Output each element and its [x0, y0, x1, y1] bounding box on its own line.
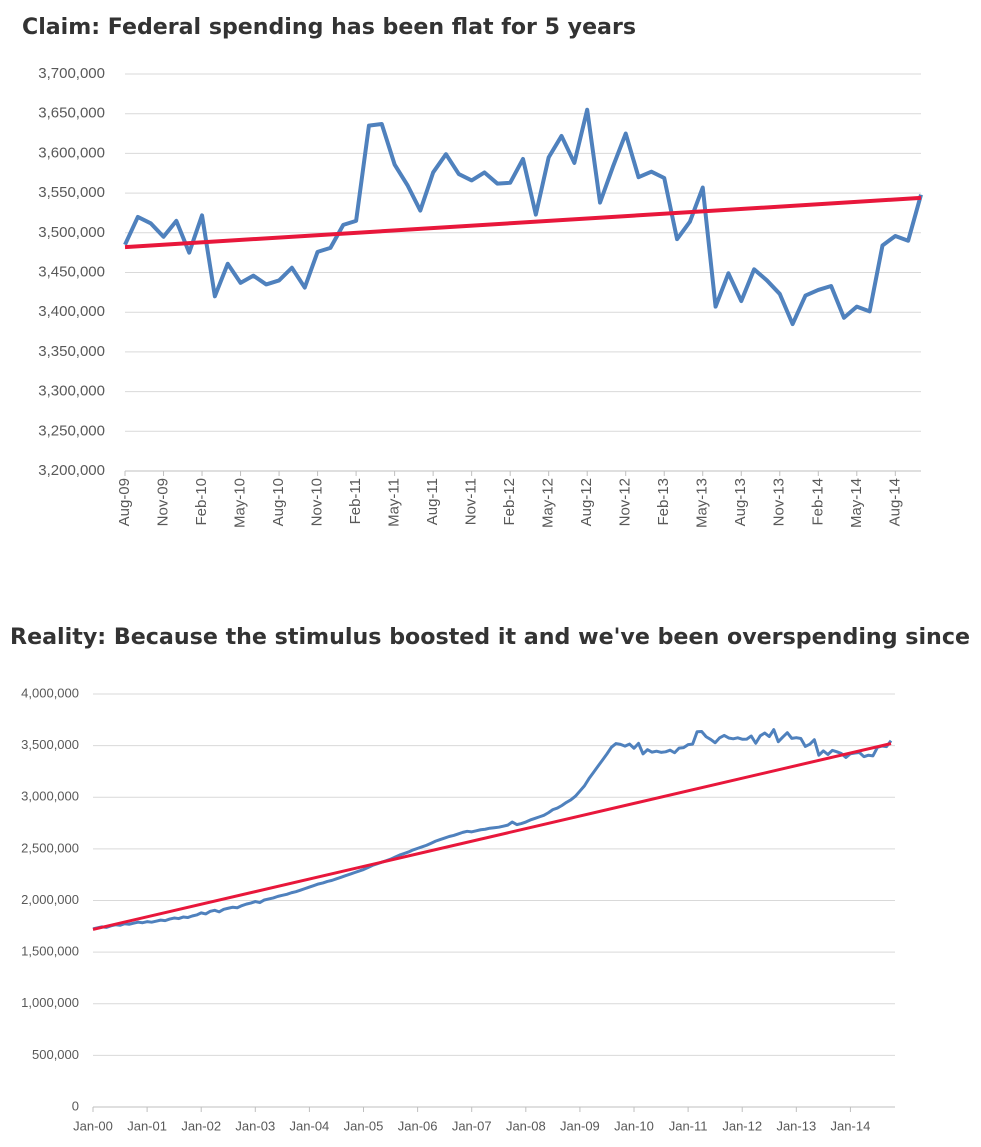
x-tick-label: Jan-11 — [669, 1118, 708, 1133]
y-tick-label: 3,650,000 — [38, 105, 105, 122]
x-tick-label: Jan-09 — [560, 1118, 600, 1133]
y-tick-label: 1,000,000 — [21, 995, 79, 1010]
y-tick-label: 3,200,000 — [38, 462, 105, 479]
x-tick-label: Feb-10 — [193, 478, 210, 526]
y-tick-label: 3,500,000 — [38, 224, 105, 241]
x-tick-label: Jan-13 — [776, 1118, 816, 1133]
x-tick-label: Feb-11 — [347, 478, 364, 524]
y-tick-label: 3,250,000 — [38, 422, 105, 439]
x-tick-label: Jan-02 — [181, 1118, 221, 1133]
x-tick-label: Feb-14 — [809, 478, 826, 526]
x-tick-label: Feb-12 — [501, 478, 518, 526]
x-tick-label: Nov-13 — [771, 478, 788, 526]
y-tick-label: 3,600,000 — [38, 144, 105, 161]
y-tick-label: 3,400,000 — [38, 303, 105, 320]
x-tick-label: May-10 — [232, 478, 249, 528]
x-tick-label: Jan-05 — [344, 1118, 384, 1133]
x-tick-label: Jan-03 — [235, 1118, 275, 1133]
chart-title: Reality: Because the stimulus boosted it… — [10, 625, 970, 650]
trend-line — [92, 742, 892, 931]
y-tick-label: 3,450,000 — [38, 263, 105, 280]
y-tick-label: 500,000 — [32, 1047, 79, 1062]
x-tick-label: Nov-11 — [463, 478, 480, 525]
x-tick-label: Feb-13 — [655, 478, 672, 526]
trend-line — [124, 195, 922, 250]
x-tick-label: Jan-08 — [506, 1118, 546, 1133]
x-tick-label: Jan-01 — [127, 1118, 167, 1133]
y-tick-label: 0 — [72, 1098, 79, 1113]
x-tick-label: Nov-09 — [154, 478, 171, 526]
y-tick-label: 2,000,000 — [21, 892, 79, 907]
x-tick-label: Aug-11 — [424, 478, 441, 525]
x-tick-label: May-13 — [694, 478, 711, 528]
y-tick-label: 3,000,000 — [21, 789, 79, 804]
y-tick-label: 3,500,000 — [21, 737, 79, 752]
y-tick-label: 3,300,000 — [38, 383, 105, 400]
x-tick-label: Jan-06 — [398, 1118, 438, 1133]
x-tick-label: Jan-10 — [614, 1118, 654, 1133]
x-tick-label: Jan-07 — [452, 1118, 492, 1133]
y-tick-label: 4,000,000 — [21, 685, 79, 700]
x-tick-label: Nov-12 — [617, 478, 634, 526]
x-tick-label: Jan-12 — [722, 1118, 762, 1133]
x-tick-label: Aug-13 — [732, 478, 749, 526]
x-tick-label: Jan-14 — [831, 1118, 871, 1133]
x-tick-label: Jan-00 — [73, 1118, 113, 1133]
x-tick-label: Aug-12 — [578, 478, 595, 526]
x-tick-label: May-11 — [386, 478, 403, 527]
data-line — [92, 728, 893, 931]
y-tick-label: 3,350,000 — [38, 343, 105, 360]
x-tick-label: Jan-04 — [290, 1118, 330, 1133]
x-tick-label: Aug-14 — [886, 478, 903, 526]
y-tick-label: 3,700,000 — [38, 65, 105, 82]
y-tick-label: 3,550,000 — [38, 184, 105, 201]
y-tick-label: 2,500,000 — [21, 840, 79, 855]
y-tick-label: 1,500,000 — [21, 944, 79, 959]
x-tick-label: Aug-10 — [270, 478, 287, 526]
x-tick-label: Aug-09 — [116, 478, 133, 526]
chart-title: Claim: Federal spending has been flat fo… — [22, 15, 636, 40]
x-tick-label: Nov-10 — [309, 478, 326, 526]
x-tick-label: May-14 — [848, 478, 865, 528]
x-tick-label: May-12 — [540, 478, 557, 528]
data-line — [123, 107, 923, 327]
